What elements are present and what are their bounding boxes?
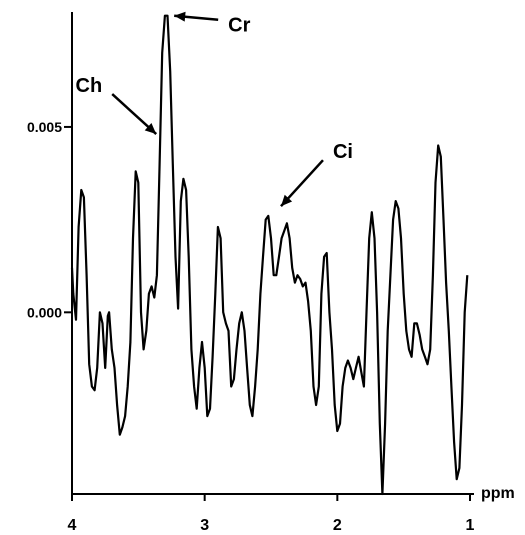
annotation-label-ci: Ci: [333, 141, 353, 163]
annotation-label-cr: Cr: [228, 15, 250, 37]
annotation-label-ch: Ch: [76, 75, 103, 97]
annotations: Cr Ch Ci: [76, 11, 353, 208]
x-tick-label-3: 1: [466, 517, 475, 530]
ticks: 4 3 2 1 0.000 0.005: [27, 119, 475, 534]
annotation-arrowhead-ci: [280, 194, 293, 207]
y-tick-label-1: 0.005: [27, 119, 62, 135]
x-tick-label-0: 4: [68, 517, 77, 530]
x-tick-label-1: 3: [200, 517, 209, 530]
x-tick-label-2: 2: [333, 517, 342, 530]
spectrum-line: [70, 14, 469, 496]
y-tick-label-0: 0.000: [27, 304, 62, 320]
x-axis-label: ppm: [481, 485, 515, 502]
annotation-arrowhead-cr: [174, 11, 186, 22]
annotation-arrowhead-ch: [144, 122, 157, 135]
